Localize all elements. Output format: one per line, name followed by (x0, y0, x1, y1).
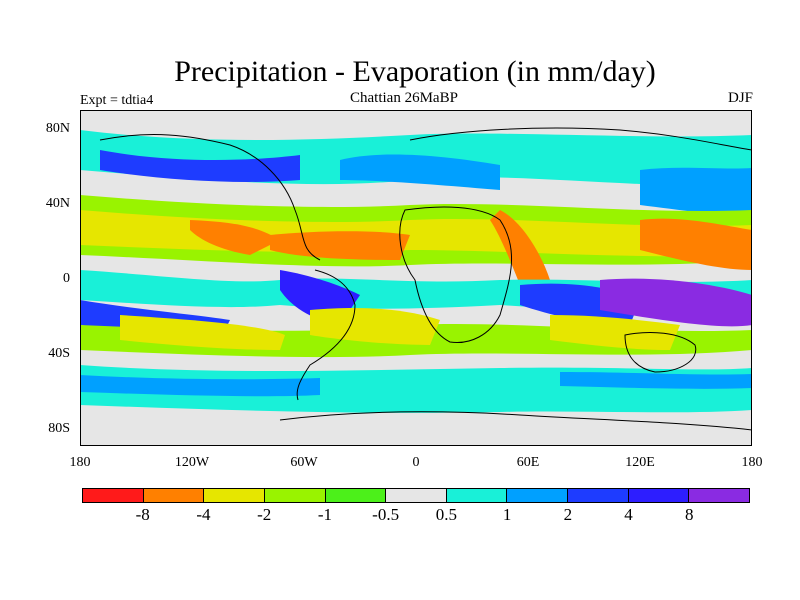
coast-australia (624, 331, 697, 373)
colorbar-label: 0.5 (435, 505, 457, 524)
colorbar-box-1 (143, 489, 205, 502)
lon-60w-label: 60W (290, 455, 318, 470)
period-label: Chattian 26MaBP (350, 90, 458, 106)
colorbar-box-8 (568, 489, 629, 502)
precip-evap-map (80, 110, 752, 446)
colorbar-label: -8 (135, 505, 150, 524)
lon-180w-label: 180 (69, 455, 91, 470)
lon-0-label: 0 (412, 455, 420, 470)
colorbar-box-7 (507, 489, 569, 502)
experiment-label: Expt = tdtia4 (80, 93, 154, 108)
colorbar (82, 488, 750, 503)
colorbar-box-4 (325, 489, 387, 502)
lon-180e-label: 180 (741, 455, 763, 470)
lat-40s-label: 40S (48, 346, 70, 361)
colorbar-box-9 (628, 489, 690, 502)
map-panel (80, 110, 752, 446)
colorbar-box-5 (386, 489, 447, 502)
field-nh-west-pacific (640, 167, 752, 220)
colorbar-label: -2 (257, 505, 272, 524)
colorbar-box-3 (264, 489, 326, 502)
field-nh-atlantic-blue (340, 154, 500, 190)
field-west-pacific-orange (640, 218, 752, 270)
field-nh-pacific-blue (100, 150, 300, 182)
coast-south-america (296, 269, 356, 401)
colorbar-label: 1 (502, 505, 512, 524)
lon-60e-label: 60E (516, 455, 540, 470)
field-sh-indian-yellow (550, 315, 680, 350)
field-pacific-orange (190, 220, 280, 255)
lon-120w-label: 120W (174, 455, 210, 470)
colorbar-box-6 (446, 489, 508, 502)
colorbar-label: 8 (685, 505, 694, 524)
field-sh-indian-blue (560, 372, 752, 389)
colorbar-label: -0.5 (372, 505, 400, 524)
season-label: DJF (727, 90, 753, 106)
colorbar-label: 2 (563, 505, 573, 524)
map-title: Precipitation - Evaporation (in mm/day) (174, 55, 656, 88)
colorbar-box-2 (204, 489, 265, 502)
coastlines (99, 127, 752, 431)
field-sh-pacific-yellow (120, 315, 285, 350)
field-sh-blue (80, 375, 320, 397)
coast-africa (399, 206, 512, 344)
coast-antarctica (279, 411, 752, 431)
field-atlantic-orange (270, 231, 410, 260)
lat-0-label: 0 (63, 271, 70, 286)
colorbar-label: 4 (624, 505, 633, 524)
field-sh-atlantic-yellow (310, 308, 440, 345)
lon-120e-label: 120E (625, 455, 655, 470)
coast-north-america (99, 134, 321, 261)
lat-80s-label: 80S (48, 421, 70, 436)
colorbar-box-0 (83, 489, 144, 502)
lat-40n-label: 40N (45, 196, 70, 211)
lat-80n-label: 80N (45, 121, 70, 136)
field-maritime-purple (600, 278, 752, 327)
colorbar-label: -1 (317, 505, 332, 524)
colorbar-box-10 (689, 489, 750, 502)
colorbar-label: -4 (196, 505, 211, 524)
coast-eurasia (409, 127, 752, 151)
